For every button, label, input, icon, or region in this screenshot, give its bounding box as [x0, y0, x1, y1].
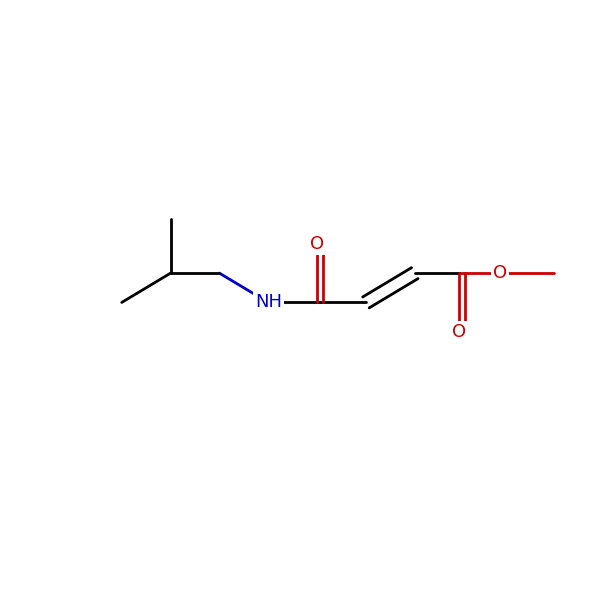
Text: O: O: [493, 264, 508, 282]
Text: O: O: [310, 235, 324, 253]
Text: NH: NH: [255, 293, 282, 311]
Text: O: O: [452, 323, 466, 341]
